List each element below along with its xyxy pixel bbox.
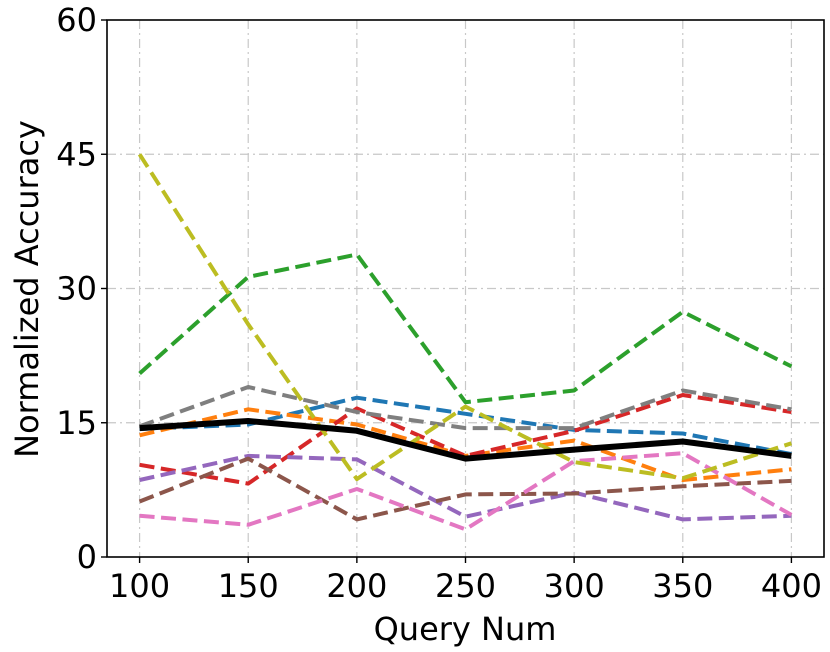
series-line-9 <box>137 153 793 482</box>
y-tick-label: 45 <box>56 135 97 173</box>
y-tick-label: 30 <box>56 270 97 308</box>
series-line-1 <box>139 395 792 457</box>
ticks: 100 150 200 250 300 350 400 0 15 30 45 60 <box>56 1 822 605</box>
x-tick-label: 300 <box>544 567 605 605</box>
y-tick-label: 60 <box>56 1 97 39</box>
series-line-5 <box>139 453 792 522</box>
series-line-4 <box>139 393 792 486</box>
series-layer <box>137 153 793 532</box>
x-axis-label: Query Num <box>374 610 557 648</box>
x-tick-label: 100 <box>109 567 170 605</box>
series-line-8 <box>138 385 792 431</box>
x-tick-label: 250 <box>435 567 496 605</box>
series-line-3 <box>138 252 793 405</box>
x-tick-label: 400 <box>761 567 822 605</box>
y-tick-label: 0 <box>77 538 97 576</box>
y-axis-label: Normalized Accuracy <box>8 120 46 458</box>
y-tick-label: 15 <box>56 404 97 442</box>
x-tick-label: 150 <box>218 567 279 605</box>
series-line-6 <box>138 456 792 522</box>
series-line-10 <box>139 418 792 462</box>
x-tick-label: 200 <box>326 567 387 605</box>
series-line-7 <box>139 451 793 532</box>
x-tick-label: 350 <box>652 567 713 605</box>
